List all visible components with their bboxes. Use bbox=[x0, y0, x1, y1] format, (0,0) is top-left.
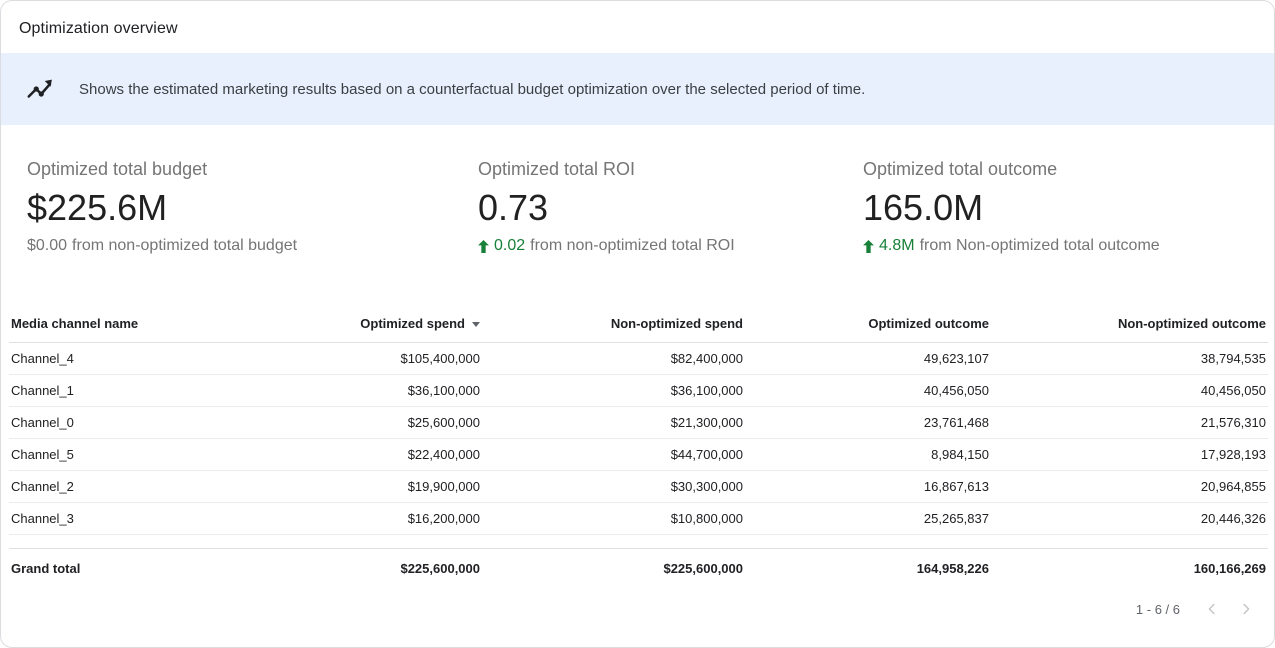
grand-total-non-optimized-outcome: 160,166,269 bbox=[991, 548, 1268, 589]
table-row: Channel_0 $25,600,000 $21,300,000 23,761,46… bbox=[9, 406, 1268, 440]
column-header-media-channel-name[interactable]: Media channel name bbox=[9, 307, 259, 344]
value-cell: 20,446,326 bbox=[991, 502, 1268, 536]
channel-name-cell: Channel_3 bbox=[9, 502, 259, 536]
channel-name-cell: Channel_1 bbox=[9, 374, 259, 408]
kpi-value: $225.6M bbox=[27, 187, 168, 228]
info-banner: Shows the estimated marketing results ba… bbox=[1, 53, 1274, 125]
kpi-optimized-total-outcome: Optimized total outcome 165.0M 4.8M from… bbox=[863, 159, 1248, 255]
channel-name-cell: Channel_0 bbox=[9, 406, 259, 440]
value-cell: 17,928,193 bbox=[991, 438, 1268, 472]
kpi-delta-value: 0.02 bbox=[494, 237, 526, 255]
value-cell: $21,300,000 bbox=[482, 406, 745, 440]
value-cell: 38,794,535 bbox=[991, 342, 1268, 376]
value-cell: 25,265,837 bbox=[745, 502, 991, 536]
value-cell: 8,984,150 bbox=[745, 438, 991, 472]
table-row: Channel_2 $19,900,000 $30,300,000 16,867,61… bbox=[9, 470, 1268, 504]
column-header-non-optimized-outcome[interactable]: Non-optimized outcome bbox=[991, 307, 1268, 344]
kpi-delta-text: from non-optimized total ROI bbox=[530, 237, 735, 255]
grand-total-row: Grand total $225,600,000 $225,600,000 16… bbox=[9, 548, 1268, 589]
value-cell: 49,623,107 bbox=[745, 342, 991, 376]
grand-total-label: Grand total bbox=[9, 548, 259, 589]
kpi-delta: 4.8M from Non-optimized total outcome bbox=[863, 237, 1248, 255]
kpi-label: Optimized total ROI bbox=[478, 159, 636, 179]
table-spacer-row bbox=[9, 535, 1268, 549]
grand-total-optimized-spend: $225,600,000 bbox=[259, 548, 482, 589]
banner-text: Shows the estimated marketing results ba… bbox=[79, 80, 866, 98]
table-header-row: Media channel name Optimized spend Non-o… bbox=[9, 307, 1268, 344]
arrow-up-icon bbox=[478, 239, 489, 253]
kpi-optimized-total-budget: Optimized total budget $225.6M $0.00 fro… bbox=[27, 159, 478, 255]
value-cell: $36,100,000 bbox=[259, 374, 482, 408]
channel-table: Media channel name Optimized spend Non-o… bbox=[9, 307, 1268, 589]
value-cell: 21,576,310 bbox=[991, 406, 1268, 440]
value-cell: $25,600,000 bbox=[259, 406, 482, 440]
pagination: 1 - 6 / 6 bbox=[1, 588, 1274, 623]
table-row: Channel_3 $16,200,000 $10,800,000 25,265,83… bbox=[9, 502, 1268, 536]
column-header-optimized-outcome[interactable]: Optimized outcome bbox=[745, 307, 991, 344]
page-title: Optimization overview bbox=[19, 20, 178, 37]
channel-name-cell: Channel_5 bbox=[9, 438, 259, 472]
value-cell: $10,800,000 bbox=[482, 502, 745, 536]
kpi-delta-text: from non-optimized total budget bbox=[72, 237, 298, 255]
kpi-optimized-total-roi: Optimized total ROI 0.73 0.02 from non-o… bbox=[478, 159, 863, 255]
kpi-delta: $0.00 from non-optimized total budget bbox=[27, 237, 478, 255]
value-cell: $105,400,000 bbox=[259, 342, 482, 376]
column-header-optimized-spend[interactable]: Optimized spend bbox=[259, 307, 482, 344]
kpi-label: Optimized total outcome bbox=[863, 159, 1058, 179]
trending-up-icon bbox=[25, 74, 55, 104]
grand-total-non-optimized-spend: $225,600,000 bbox=[482, 548, 745, 589]
value-cell: 23,761,468 bbox=[745, 406, 991, 440]
value-cell: $36,100,000 bbox=[482, 374, 745, 408]
column-header-non-optimized-spend[interactable]: Non-optimized spend bbox=[482, 307, 745, 344]
pagination-label: 1 - 6 / 6 bbox=[1135, 601, 1180, 617]
kpi-delta-value: 4.8M bbox=[879, 237, 915, 255]
value-cell: 16,867,613 bbox=[745, 470, 991, 504]
value-cell: $44,700,000 bbox=[482, 438, 745, 472]
prev-page-button[interactable] bbox=[1198, 595, 1226, 623]
table-body: Channel_4 $105,400,000 $82,400,000 49,623,1… bbox=[9, 342, 1268, 536]
value-cell: 40,456,050 bbox=[745, 374, 991, 408]
table-row: Channel_1 $36,100,000 $36,100,000 40,456,05… bbox=[9, 374, 1268, 408]
table-row: Channel_5 $22,400,000 $44,700,000 8,984,150… bbox=[9, 438, 1268, 472]
value-cell: $22,400,000 bbox=[259, 438, 482, 472]
value-cell: $82,400,000 bbox=[482, 342, 745, 376]
kpi-value: 0.73 bbox=[478, 187, 549, 228]
value-cell: $19,900,000 bbox=[259, 470, 482, 504]
value-cell: $30,300,000 bbox=[482, 470, 745, 504]
sort-desc-icon bbox=[472, 322, 480, 328]
arrow-up-icon bbox=[863, 239, 874, 253]
kpi-value: 165.0M bbox=[863, 187, 984, 228]
kpi-delta: 0.02 from non-optimized total ROI bbox=[478, 237, 863, 255]
kpi-label: Optimized total budget bbox=[27, 159, 208, 179]
value-cell: 20,964,855 bbox=[991, 470, 1268, 504]
channel-name-cell: Channel_4 bbox=[9, 342, 259, 376]
channel-name-cell: Channel_2 bbox=[9, 470, 259, 504]
table-row: Channel_4 $105,400,000 $82,400,000 49,623,1… bbox=[9, 342, 1268, 376]
column-header-label: Optimized spend bbox=[360, 316, 465, 332]
kpi-delta-text: from Non-optimized total outcome bbox=[919, 237, 1160, 255]
value-cell: $16,200,000 bbox=[259, 502, 482, 536]
grand-total-optimized-outcome: 164,958,226 bbox=[745, 548, 991, 589]
value-cell: 40,456,050 bbox=[991, 374, 1268, 408]
kpi-delta-value: $0.00 bbox=[27, 237, 68, 255]
kpi-row: Optimized total budget $225.6M $0.00 fro… bbox=[1, 125, 1274, 255]
panel-header: Optimization overview bbox=[1, 1, 1274, 53]
next-page-button[interactable] bbox=[1232, 595, 1260, 623]
